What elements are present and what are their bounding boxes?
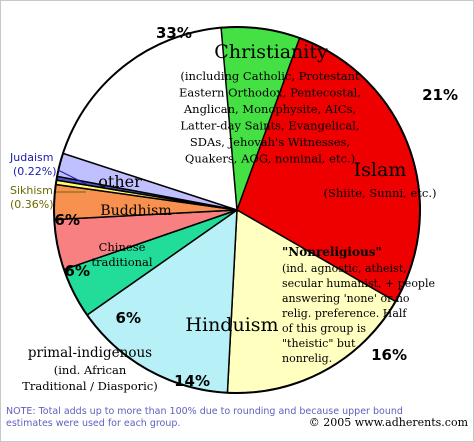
- detail-nonreligious: secular humanist, + people: [282, 277, 435, 290]
- detail-nonreligious: relig. preference. Half: [282, 307, 407, 320]
- credit-text: © 2005 www.adherents.com: [309, 416, 469, 429]
- footnote-line: estimates were used for each group.: [6, 418, 180, 429]
- percent-label-christianity: 33%: [156, 24, 192, 42]
- detail-nonreligious: "theistic" but: [282, 337, 356, 350]
- label-christianity: Christianity: [214, 41, 328, 63]
- footnote-line: NOTE: Total adds up to more than 100% du…: [6, 406, 403, 417]
- detail-primal-indigenous: (ind. African: [54, 363, 127, 377]
- label-primal-indigenous: primal-indigenous: [28, 345, 152, 361]
- detail-nonreligious: of this group is: [282, 322, 366, 335]
- detail-christianity: Anglican, Monophysite, AICs,: [183, 102, 356, 116]
- detail-nonreligious: (ind. agnostic, atheist,: [282, 262, 407, 275]
- detail-christianity: (including Catholic, Protestant: [180, 69, 360, 83]
- detail-primal-indigenous: Traditional / Diasporic): [22, 379, 157, 393]
- percent-label-buddhism: 6%: [55, 211, 80, 229]
- detail-nonreligious: answering 'none' or no: [282, 292, 410, 305]
- detail-islam: (Shiite, Sunni, etc.): [324, 186, 437, 200]
- label-hinduism: Hinduism: [185, 314, 278, 336]
- label-islam: Islam: [354, 159, 407, 181]
- percent-label-nonreligious: 16%: [371, 346, 407, 364]
- percent-label-primal-indigenous: 6%: [116, 309, 141, 327]
- label-other: other: [98, 172, 142, 191]
- label-sikhism: Sikhism: [10, 184, 53, 197]
- detail-christianity: Eastern Orthodox, Pentecostal,: [179, 86, 361, 100]
- detail-christianity: Quakers, AOG, nominal, etc.): [185, 152, 355, 166]
- detail-nonreligious: nonrelig.: [282, 352, 332, 365]
- percent-label-islam: 21%: [422, 86, 458, 104]
- percent-label-judaism: (0.22%): [13, 165, 57, 178]
- label-nonreligious: "Nonreligious": [282, 245, 382, 259]
- label-chinese-traditional: traditional: [91, 255, 153, 269]
- label-chinese-traditional: Chinese: [99, 240, 146, 254]
- percent-label-hinduism: 14%: [174, 372, 210, 390]
- label-buddhism: Buddhism: [100, 203, 171, 219]
- detail-christianity: Latter-day Saints, Evangelical,: [180, 119, 359, 133]
- percent-label-sikhism: (0.36%): [10, 198, 54, 211]
- connector-judaism: [57, 169, 87, 185]
- detail-christianity: SDAs, Jehovah's Witnesses,: [190, 135, 350, 149]
- pie-outline: [53, 26, 421, 394]
- label-judaism: Judaism: [9, 151, 53, 164]
- percent-label-chinese-traditional: 6%: [65, 262, 90, 280]
